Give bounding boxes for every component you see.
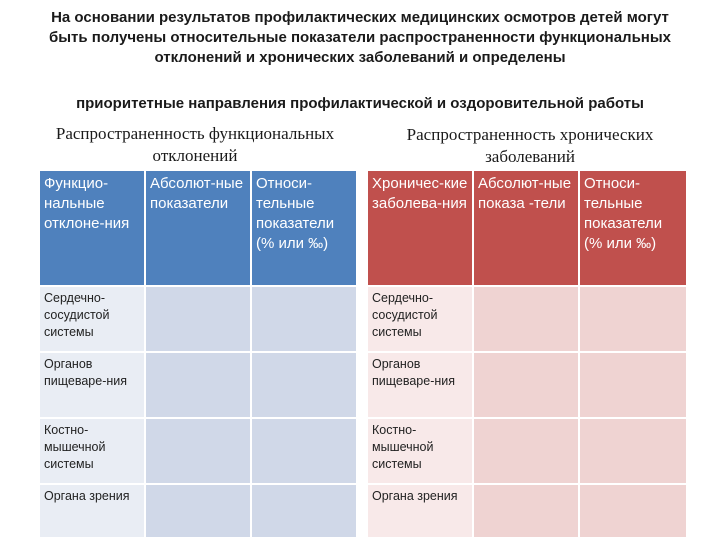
left-table-title: Распространенность функциональных отклон… [55, 124, 335, 165]
table-cell [251, 484, 357, 538]
table-cell: Органа зрения [39, 484, 145, 538]
right-table-title: Распространенность хронических заболеван… [406, 125, 654, 166]
intro-text: На основании результатов профилактически… [48, 9, 672, 66]
header-cell: Функцио-нальные отклоне-ния [39, 170, 145, 286]
table-row: Органа зрения [367, 484, 687, 538]
table-row: Костно-мышечной системы [39, 418, 357, 484]
table-cell [579, 352, 687, 418]
table-cell: Органов пищеваре-ния [367, 352, 473, 418]
table-cell: Органов пищеваре-ния [39, 352, 145, 418]
table-row: Органа зрения [39, 484, 357, 538]
table-row: Органов пищеваре-ния [367, 352, 687, 418]
table-cell [145, 484, 251, 538]
table-cell: Костно-мышечной системы [367, 418, 473, 484]
table-cell [251, 286, 357, 352]
chronic-diseases-table: Хроничес-кие заболева-ния Абсолют-ные по… [367, 170, 687, 538]
table-header-row: Хроничес-кие заболева-ния Абсолют-ные по… [367, 170, 687, 286]
header-cell: Хроничес-кие заболева-ния [367, 170, 473, 286]
table-cell [473, 286, 579, 352]
table-cell: Костно-мышечной системы [39, 418, 145, 484]
table-cell: Органа зрения [367, 484, 473, 538]
header-cell: Относи-тельные показатели (% или ‰) [579, 170, 687, 286]
header-cell: Абсолют-ные показа -тели [473, 170, 579, 286]
table-cell [473, 352, 579, 418]
table-cell [473, 418, 579, 484]
table-cell [251, 352, 357, 418]
table-row: Костно-мышечной системы [367, 418, 687, 484]
table-cell [145, 286, 251, 352]
priority-text: приоритетные направления профилактическо… [76, 95, 644, 112]
table-row: Сердечно-сосудистой системы [39, 286, 357, 352]
table-cell [145, 352, 251, 418]
table-row: Сердечно-сосудистой системы [367, 286, 687, 352]
table-cell: Сердечно-сосудистой системы [367, 286, 473, 352]
table-cell [579, 286, 687, 352]
table-row: Органов пищеваре-ния [39, 352, 357, 418]
table-cell [251, 418, 357, 484]
header-cell: Абсолют-ные показатели [145, 170, 251, 286]
header-cell: Относи-тельные показатели (% или ‰) [251, 170, 357, 286]
functional-deviations-table: Функцио-нальные отклоне-ния Абсолют-ные … [39, 170, 357, 538]
table-header-row: Функцио-нальные отклоне-ния Абсолют-ные … [39, 170, 357, 286]
table-cell [579, 484, 687, 538]
table-cell [145, 418, 251, 484]
table-cell [579, 418, 687, 484]
table-cell: Сердечно-сосудистой системы [39, 286, 145, 352]
table-cell [473, 484, 579, 538]
